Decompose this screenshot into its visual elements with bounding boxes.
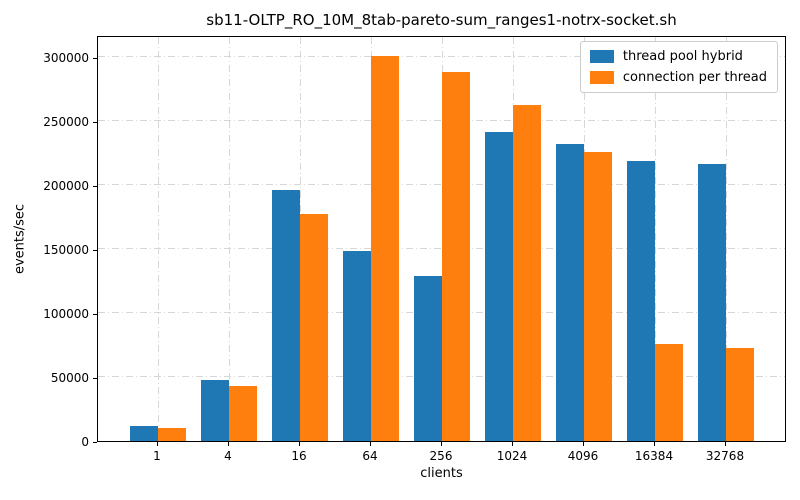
y-tick-mark [93, 185, 97, 187]
plot-area [97, 36, 786, 442]
legend-swatch-icon [589, 71, 614, 84]
x-tick-mark [654, 442, 655, 446]
bar-connection-per-thread-1 [158, 427, 187, 441]
y-tick-mark [93, 57, 97, 59]
x-tick-label: 4096 [567, 449, 599, 463]
legend-swatch-icon [589, 50, 614, 63]
h-gridline [98, 55, 785, 57]
x-tick-mark [157, 442, 158, 446]
v-gridline [229, 37, 230, 441]
y-tick-label: 250000 [43, 114, 89, 129]
x-tick-label: 4 [224, 449, 232, 463]
legend-item-thread-pool-hybrid: thread pool hybrid [589, 49, 767, 64]
x-tick-mark [441, 442, 442, 446]
bar-connection-per-thread-4096 [584, 152, 613, 441]
x-tick-mark [299, 442, 300, 446]
bar-thread-pool-hybrid-256 [413, 275, 442, 441]
y-tick-label: 300000 [43, 50, 89, 65]
y-tick-mark [93, 121, 97, 123]
x-tick-label: 64 [362, 449, 378, 463]
x-tick-label: 32768 [705, 449, 745, 463]
bar-connection-per-thread-256 [442, 72, 471, 441]
bar-thread-pool-hybrid-64 [342, 250, 371, 441]
y-tick-label: 0 [81, 435, 89, 449]
h-gridline [98, 183, 785, 185]
x-tick-label: 256 [429, 449, 453, 463]
x-tick-mark [725, 442, 726, 446]
bar-connection-per-thread-1024 [513, 105, 542, 441]
x-tick-label: 16 [291, 449, 307, 463]
legend-label: thread pool hybrid [622, 49, 743, 64]
y-tick-mark [93, 378, 97, 379]
chart-title: sb11-OLTP_RO_10M_8tab-pareto-sum_ranges1… [206, 11, 677, 29]
legend-item-connection-per-thread: connection per thread [589, 70, 767, 85]
x-tick-mark [228, 442, 229, 446]
y-tick-label: 150000 [43, 242, 89, 257]
x-tick-mark [370, 442, 371, 446]
x-tick-label: 1024 [496, 449, 528, 463]
bar-connection-per-thread-16 [300, 214, 329, 441]
bar-connection-per-thread-32768 [726, 348, 755, 441]
y-axis-label: events/sec [12, 203, 28, 275]
bar-thread-pool-hybrid-1 [129, 426, 158, 441]
h-gridline [98, 119, 785, 121]
bar-thread-pool-hybrid-16 [271, 190, 300, 441]
y-tick-label: 100000 [43, 306, 89, 321]
x-tick-mark [512, 442, 513, 446]
y-tick-mark [93, 442, 97, 443]
y-tick-mark [93, 249, 97, 251]
v-gridline [726, 37, 727, 441]
x-axis-label: clients [420, 466, 463, 481]
bar-connection-per-thread-4 [229, 385, 258, 441]
x-tick-label: 16384 [634, 449, 674, 463]
y-tick-label: 50000 [50, 371, 89, 385]
v-gridline [158, 37, 159, 441]
v-gridline [655, 37, 656, 441]
x-tick-label: 1 [153, 449, 161, 463]
bar-connection-per-thread-16384 [655, 344, 684, 441]
y-tick-label: 200000 [43, 178, 89, 193]
legend-label: connection per thread [622, 70, 767, 85]
bar-thread-pool-hybrid-4 [200, 380, 229, 441]
h-gridline [98, 247, 785, 249]
bar-thread-pool-hybrid-16384 [626, 160, 655, 441]
bar-thread-pool-hybrid-4096 [555, 143, 584, 441]
legend: thread pool hybrid connection per thread [579, 41, 778, 93]
bar-thread-pool-hybrid-32768 [697, 164, 726, 441]
y-tick-mark [93, 313, 97, 315]
bar-connection-per-thread-64 [371, 55, 400, 441]
bar-thread-pool-hybrid-1024 [484, 131, 513, 441]
x-tick-mark [583, 442, 584, 446]
